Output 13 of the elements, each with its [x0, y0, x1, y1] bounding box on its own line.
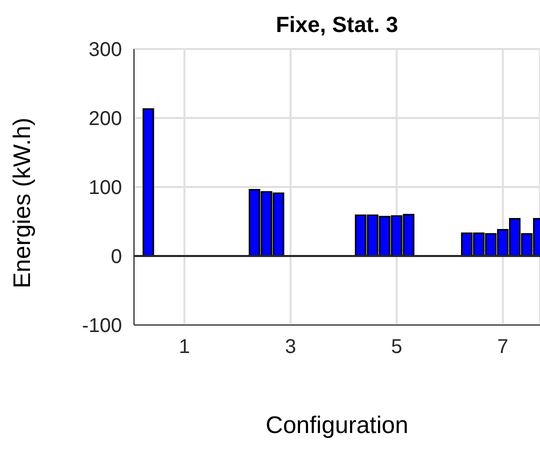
bar	[142, 108, 154, 257]
y-tick-label: -100	[82, 315, 122, 338]
chart-title: Fixe, Stat. 3	[274, 12, 400, 38]
x-tick-label: 5	[391, 336, 402, 358]
y-tick-label: 0	[110, 246, 122, 268]
x-axis-title: Configuration	[264, 412, 410, 440]
y-tick-label: 200	[88, 108, 122, 130]
y-tick-label: 300	[88, 39, 122, 62]
x-tick-label: 7	[497, 336, 508, 358]
y-axis-title: Energies (kW.h)	[9, 118, 37, 288]
x-tick-label: 3	[285, 336, 296, 358]
y-tick-label: 100	[88, 177, 122, 200]
x-tick-label: 1	[178, 336, 190, 358]
